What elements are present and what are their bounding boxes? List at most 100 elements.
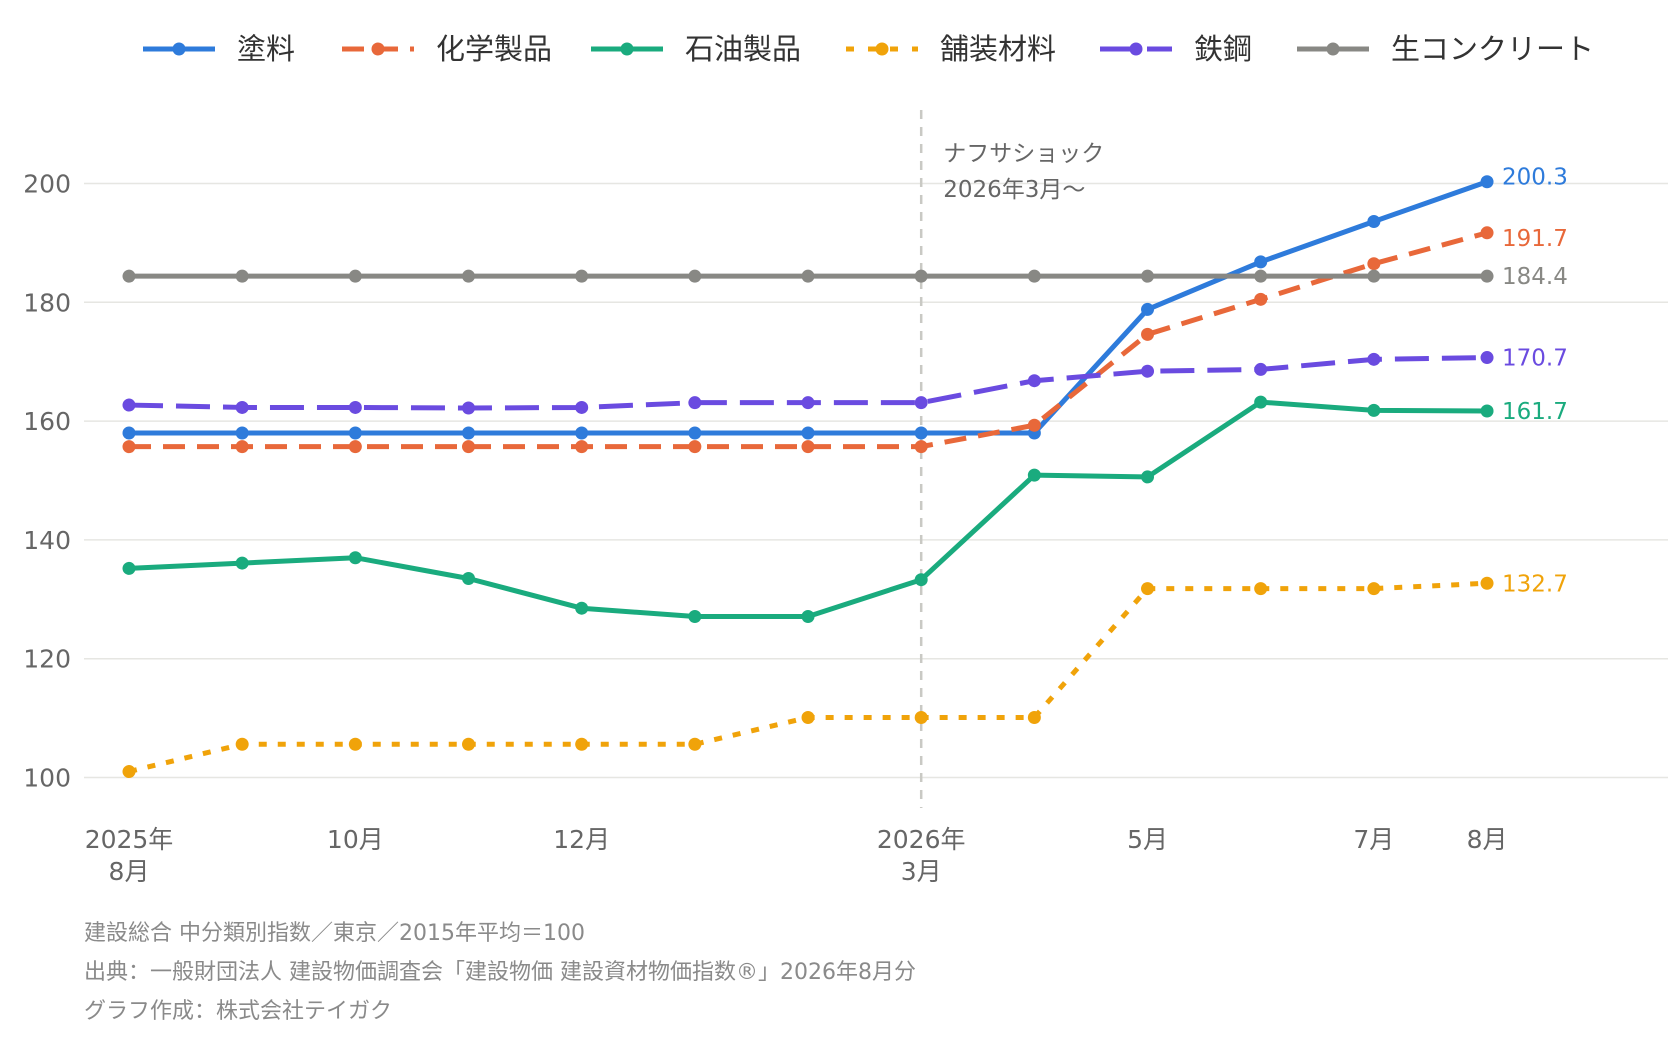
line-chart: 100 120 140 160 180 200 2025年 8月 10月 12月 2026年 3月 5…: [23, 32, 1668, 886]
data-point: [348, 440, 362, 454]
data-point: [235, 737, 249, 751]
legend-item[interactable]: 生コンクリート: [1297, 32, 1594, 66]
x-tick-label: 10月: [327, 825, 384, 854]
data-point: [235, 556, 249, 570]
legend-item[interactable]: 塗料: [143, 32, 295, 66]
data-point: [1480, 404, 1494, 418]
data-point: [122, 765, 136, 779]
data-point: [1141, 302, 1155, 316]
data-point: [914, 269, 928, 283]
footnote-index-basis: 建設総合 中分類別指数／東京／2015年平均＝100: [84, 921, 585, 946]
footnotes: 建設総合 中分類別指数／東京／2015年平均＝100 出典：一般財団法人 建設物…: [84, 914, 916, 1031]
data-point: [462, 440, 476, 454]
x-tick-label: 7月: [1353, 825, 1394, 854]
series-舗装材料: 132.7: [122, 571, 1568, 779]
data-point: [1254, 582, 1268, 596]
legend-marker: [1326, 42, 1340, 56]
data-point: [688, 737, 702, 751]
data-point: [235, 440, 249, 454]
legend-marker: [1129, 42, 1143, 56]
series-line: [129, 230, 1488, 450]
data-point: [462, 269, 476, 283]
series-塗料: 200.3: [122, 165, 1568, 440]
data-point: [1367, 582, 1381, 596]
data-point: [235, 269, 249, 283]
data-point: [462, 426, 476, 440]
series-group: 200.3 191.7 161.7 132.7 170.7 184.4: [122, 165, 1568, 779]
series-生コンクリート: 184.4: [122, 264, 1568, 290]
data-point: [462, 572, 476, 586]
end-value-label: 161.7: [1502, 399, 1568, 425]
data-point: [575, 601, 589, 615]
y-tick-label: 100: [23, 764, 71, 793]
data-point: [1367, 215, 1381, 229]
legend-label: 舗装材料: [940, 32, 1056, 66]
data-point: [1480, 351, 1494, 365]
data-point: [1141, 470, 1155, 484]
data-point: [348, 400, 362, 414]
legend-item[interactable]: 化学製品: [342, 32, 552, 66]
y-tick-label: 160: [23, 407, 71, 436]
x-axis: 2025年 8月 10月 12月 2026年 3月 5月 7月 8月: [85, 825, 1508, 886]
data-point: [688, 269, 702, 283]
x-tick-label: 2026年 3月: [877, 825, 966, 886]
data-point: [1254, 362, 1268, 376]
data-point: [1367, 403, 1381, 417]
data-point: [1141, 364, 1155, 378]
data-point: [801, 440, 815, 454]
data-point: [348, 426, 362, 440]
data-point: [1480, 576, 1494, 590]
data-point: [1480, 269, 1494, 283]
data-point: [801, 396, 815, 410]
data-point: [122, 426, 136, 440]
data-point: [1367, 257, 1381, 271]
data-point: [801, 610, 815, 624]
data-point: [122, 440, 136, 454]
data-point: [1027, 711, 1041, 725]
data-point: [575, 426, 589, 440]
data-point: [801, 711, 815, 725]
series-化学製品: 191.7: [122, 226, 1568, 454]
x-tick-label: 8月: [1467, 825, 1508, 854]
data-point: [575, 269, 589, 283]
data-point: [688, 610, 702, 624]
footnote-credit: グラフ作成：株式会社テイガク: [84, 999, 393, 1024]
data-point: [575, 440, 589, 454]
data-point: [462, 401, 476, 415]
data-point: [1027, 418, 1041, 432]
data-point: [462, 737, 476, 751]
legend[interactable]: 塗料 化学製品 石油製品 舗装材料 鉄鋼 生コンクリート: [143, 32, 1594, 66]
legend-item[interactable]: 舗装材料: [846, 32, 1056, 66]
data-point: [1480, 175, 1494, 189]
data-point: [1141, 269, 1155, 283]
data-point: [235, 426, 249, 440]
data-point: [914, 396, 928, 410]
legend-item[interactable]: 石油製品: [591, 32, 801, 66]
data-point: [235, 400, 249, 414]
end-value-label: 132.7: [1502, 571, 1568, 597]
data-point: [122, 398, 136, 412]
data-point: [348, 737, 362, 751]
legend-marker: [875, 42, 889, 56]
grid-lines: [84, 182, 1668, 779]
legend-item[interactable]: 鉄鋼: [1100, 32, 1252, 66]
end-value-label: 170.7: [1502, 346, 1568, 372]
data-point: [348, 269, 362, 283]
y-axis: 100 120 140 160 180 200: [23, 170, 71, 793]
data-point: [688, 396, 702, 410]
data-point: [575, 737, 589, 751]
data-point: [1027, 468, 1041, 482]
legend-marker: [620, 42, 634, 56]
data-point: [688, 426, 702, 440]
legend-label: 鉄鋼: [1194, 32, 1252, 66]
series-line: [129, 179, 1488, 436]
legend-marker: [371, 42, 385, 56]
data-point: [801, 426, 815, 440]
annotation: ナフサショック 2026年3月〜: [919, 110, 1104, 808]
legend-label: 石油製品: [685, 32, 801, 66]
data-point: [348, 551, 362, 565]
data-point: [1027, 269, 1041, 283]
data-point: [122, 269, 136, 283]
data-point: [914, 573, 928, 587]
data-point: [1480, 226, 1494, 240]
